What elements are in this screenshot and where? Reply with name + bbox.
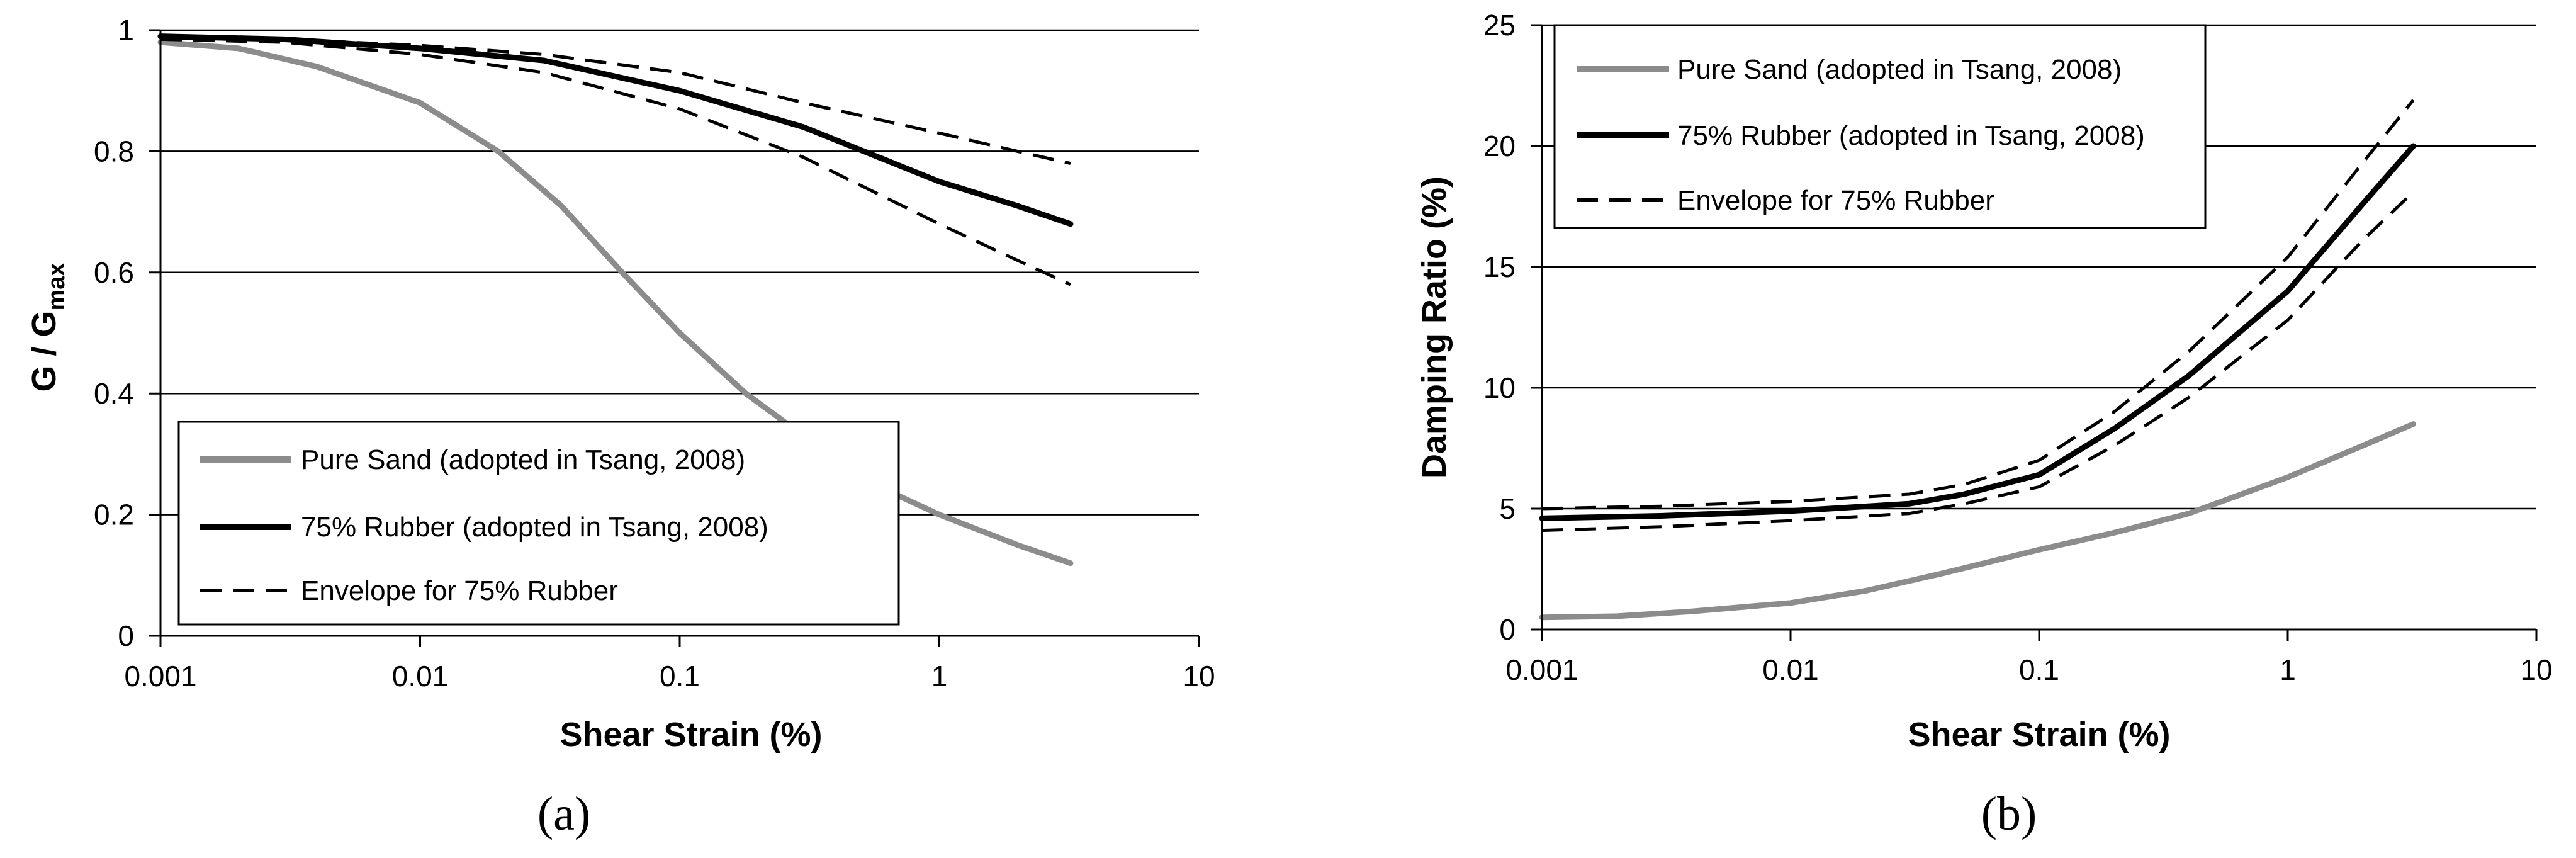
panel-b-x-axis-label: Shear Strain (%) — [1908, 716, 2170, 754]
panel-b-series-rubber — [1539, 143, 2416, 521]
panel-b-chart: 0.001 0.01 0.1 1 10 0 5 10 15 20 25 Shear Strain (… — [1415, 9, 2553, 840]
panel-a-legend-label-rubber: 75% Rubber (adopted in Tsang, 2008) — [301, 512, 768, 543]
panel-a-x-axis-label: Shear Strain (%) — [560, 716, 822, 754]
panel-b-y-tick-label: 10 — [1483, 371, 1516, 404]
panel-a-series-pure-sand — [157, 39, 1074, 567]
panel-b-x-tick-label: 1 — [2280, 653, 2296, 686]
panel-a-legend-label-envelope: Envelope for 75% Rubber — [301, 575, 618, 606]
panel-a-tick-labels: 0.001 0.01 0.1 1 10 0 0.2 0.4 0.6 0.8 1 — [94, 14, 1215, 692]
panel-a-y-axis-label: G / Gmax — [25, 262, 70, 392]
panel-a-axes — [149, 29, 1200, 647]
panel-b-x-tick-label: 0.001 — [1505, 653, 1578, 686]
panel-a-chart: 0.001 0.01 0.1 1 10 0 0.2 0.4 0.6 0.8 1 Shear Stra… — [25, 14, 1215, 840]
panel-b-legend-box — [1553, 24, 2207, 229]
panel-b-y-tick-label: 0 — [1499, 613, 1516, 646]
panel-a-series-envelope-lower — [160, 37, 1071, 286]
panel-a-legend-label-pure-sand: Pure Sand (adopted in Tsang, 2008) — [301, 444, 745, 475]
panel-b-y-axis-label: Damping Ratio (%) — [1415, 176, 1453, 478]
panel-b-series-envelope-upper — [1541, 99, 2415, 511]
panel-b-y-tick-label: 20 — [1483, 130, 1516, 162]
panel-b-legend-label-pure-sand: Pure Sand (adopted in Tsang, 2008) — [1677, 54, 2122, 85]
panel-a-legend-box — [177, 421, 900, 626]
panel-b-x-tick-label: 0.01 — [1762, 653, 1819, 686]
panel-b-axes — [1531, 24, 2538, 641]
panel-a-y-tick-label: 0.2 — [94, 499, 134, 531]
panel-b-caption: (b) — [1981, 787, 2037, 840]
panel-a-x-tick-label: 0.001 — [124, 660, 196, 692]
panel-a-x-tick-label: 1 — [931, 660, 948, 692]
panel-a-y-tick-label: 0.4 — [94, 377, 134, 410]
panel-b-y-tick-label: 15 — [1483, 251, 1516, 283]
panel-b-legend-label-envelope: Envelope for 75% Rubber — [1677, 185, 1994, 216]
panel-b-legend-label-rubber: 75% Rubber (adopted in Tsang, 2008) — [1677, 120, 2145, 151]
panel-a-y-tick-label: 1 — [118, 14, 134, 47]
panel-b-x-tick-label: 0.1 — [2019, 653, 2059, 686]
panel-a-gridlines — [160, 29, 1199, 516]
panel-a-caption: (a) — [537, 787, 590, 840]
panel-b-y-tick-label: 5 — [1499, 492, 1516, 525]
panel-a-x-tick-label: 10 — [1183, 660, 1215, 692]
panel-b-x-tick-label: 10 — [2520, 653, 2552, 686]
panel-b-series-pure-sand — [1539, 421, 2416, 621]
panel-b-tick-labels: 0.001 0.01 0.1 1 10 0 5 10 15 20 25 — [1483, 9, 2553, 686]
panel-a-x-tick-label: 0.01 — [392, 660, 449, 692]
panel-a-series — [157, 33, 1074, 567]
panel-a-y-axis-label-main: G / G — [25, 311, 63, 392]
panel-a-y-tick-label: 0.8 — [94, 135, 134, 167]
panel-a-series-envelope-upper — [160, 35, 1071, 166]
panel-b-legend: Pure Sand (adopted in Tsang, 2008) 75% R… — [1553, 24, 2207, 229]
panel-b-series-envelope-lower — [1541, 191, 2415, 533]
panel-a-y-tick-label: 0 — [118, 619, 134, 652]
panel-a-x-tick-label: 0.1 — [660, 660, 700, 692]
panel-b-series — [1539, 99, 2416, 621]
panel-a-y-axis-label-subscript: max — [43, 262, 70, 310]
panel-a-legend: Pure Sand (adopted in Tsang, 2008) 75% R… — [177, 421, 900, 626]
panel-b-y-tick-label: 25 — [1483, 9, 1516, 42]
panel-a-y-tick-label: 0.6 — [94, 256, 134, 289]
panel-a-series-rubber — [157, 33, 1074, 227]
